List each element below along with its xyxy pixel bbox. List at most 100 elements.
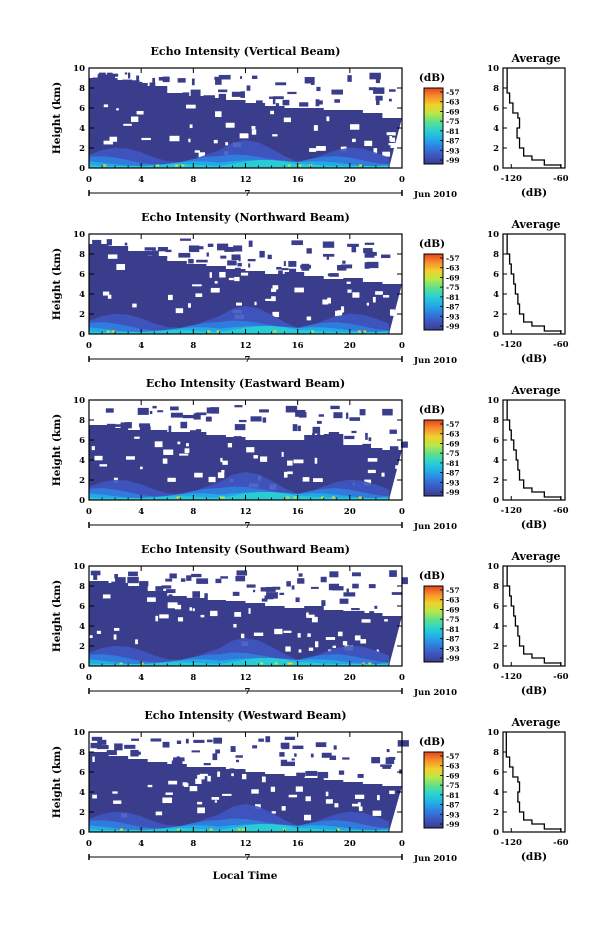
echo-fragment [127, 576, 139, 584]
echo-fragment [217, 243, 229, 251]
echo-fragment [120, 422, 129, 429]
echo-fragment [192, 591, 201, 598]
echo-fragment [215, 78, 222, 85]
y-tick-label: 2 [79, 310, 85, 320]
echo-fragment [157, 247, 168, 252]
echo-gap [312, 478, 323, 483]
echo-fragment [310, 753, 314, 758]
echo-fragment [220, 255, 227, 259]
echo-fragment [278, 270, 283, 278]
colorbar-tick-label: -87 [446, 635, 460, 644]
date-label: Jun 2010 [413, 190, 457, 200]
x-tick-label: 4 [138, 507, 144, 517]
y-tick-label: 0 [79, 330, 85, 340]
echo-fragment [388, 756, 396, 760]
colorbar-tick-label: -63 [446, 596, 460, 605]
colorbar-tick-label: -75 [446, 117, 460, 126]
profile-y-tick-label: 4 [493, 622, 499, 632]
y-tick-label: 10 [73, 230, 85, 240]
profile-y-tick-label: 6 [493, 768, 499, 778]
echo-gap [271, 296, 276, 302]
echo-gap [314, 641, 319, 648]
echo-fragment [139, 423, 151, 428]
panel-title: Echo Intensity (Southward Beam) [141, 543, 350, 556]
echo-fragment [357, 610, 365, 617]
panel-3: Echo Intensity (Southward Beam) 0 2 4 6 8 10 0 4… [51, 543, 569, 698]
profile-y-tick-label: 10 [487, 728, 499, 738]
echo-gap [197, 801, 203, 805]
colorbar-tick-label: -63 [446, 430, 460, 439]
echo-gap [184, 448, 190, 454]
echo-fragment [96, 745, 109, 750]
echo-fragment [207, 739, 213, 743]
echo-fragment [260, 587, 271, 592]
echo-gap [188, 138, 191, 143]
echo-fragment [298, 412, 307, 418]
profile-y-tick-label: 6 [493, 104, 499, 114]
profile-y-tick-label: 2 [493, 310, 499, 320]
echo-gap [287, 460, 293, 466]
echo-fragment [367, 261, 379, 269]
echo-fragment [191, 78, 195, 86]
echo-gap [394, 150, 401, 154]
echo-gap [388, 142, 396, 146]
echo-gap [200, 614, 205, 618]
echo-fragment [329, 571, 339, 578]
profile-x-tick-label: -120 [501, 340, 522, 350]
echo-gap [389, 790, 395, 795]
bright-echo-spot [175, 164, 179, 167]
bright-echo-spot [273, 330, 277, 333]
bright-echo-spot [177, 828, 181, 831]
colorbar-tick-label: -87 [446, 801, 460, 810]
echo-fragment [371, 757, 381, 764]
bright-echo-spot [207, 330, 211, 333]
bright-echo-spot [176, 496, 180, 499]
echo-fragment [368, 584, 376, 589]
profile-x-tick-label: -60 [553, 672, 568, 682]
echo-gap [116, 264, 126, 270]
y-tick-label: 0 [79, 496, 85, 506]
profile-y-tick-label: 0 [493, 496, 499, 506]
echo-fragment [365, 432, 368, 440]
colorbar-tick-label: -99 [446, 488, 460, 497]
echo-fragment [198, 246, 204, 250]
x-tick-label: 0 [399, 673, 405, 683]
bright-echo-spot [368, 662, 372, 665]
profile-title: Average [510, 218, 560, 231]
echo-fragment [177, 78, 186, 83]
echo-fragment [128, 571, 138, 577]
echo-gap [309, 148, 317, 152]
echo-fragment [238, 419, 247, 423]
y-tick-label: 8 [79, 582, 85, 592]
echo-fragment [155, 586, 164, 591]
echo-fragment [124, 744, 136, 749]
echo-fragment [106, 423, 116, 430]
echo-gap [332, 645, 336, 649]
colorbar-tick-label: -57 [446, 420, 460, 429]
profile-x-tick-label: -60 [553, 838, 568, 848]
echo-gap [132, 303, 137, 308]
echo-fragment [373, 87, 385, 94]
echo-fragment [105, 408, 114, 413]
echo-gap [159, 614, 169, 619]
echo-fragment [230, 746, 236, 752]
echo-fragment [166, 589, 176, 594]
echo-fragment [326, 256, 330, 260]
profile-line [506, 400, 562, 500]
echo-fragment [168, 594, 173, 600]
echo-gap [316, 145, 326, 151]
x-tick-label: 0 [399, 507, 405, 517]
profile-line [506, 68, 562, 168]
echo-fragment [103, 74, 116, 81]
colorbar-tick-label: -93 [446, 810, 460, 819]
echo-gap [189, 607, 193, 611]
profile-y-tick-label: 6 [493, 270, 499, 280]
echo-fragment [362, 443, 372, 449]
bright-echo-spot [237, 828, 241, 831]
echo-fragment [352, 583, 359, 589]
bright-echo-spot [357, 330, 361, 333]
echo-fragment [240, 76, 243, 79]
y-tick-label: 2 [79, 144, 85, 154]
echo-fragment [248, 240, 253, 247]
colorbar-tick-label: -75 [446, 283, 460, 292]
